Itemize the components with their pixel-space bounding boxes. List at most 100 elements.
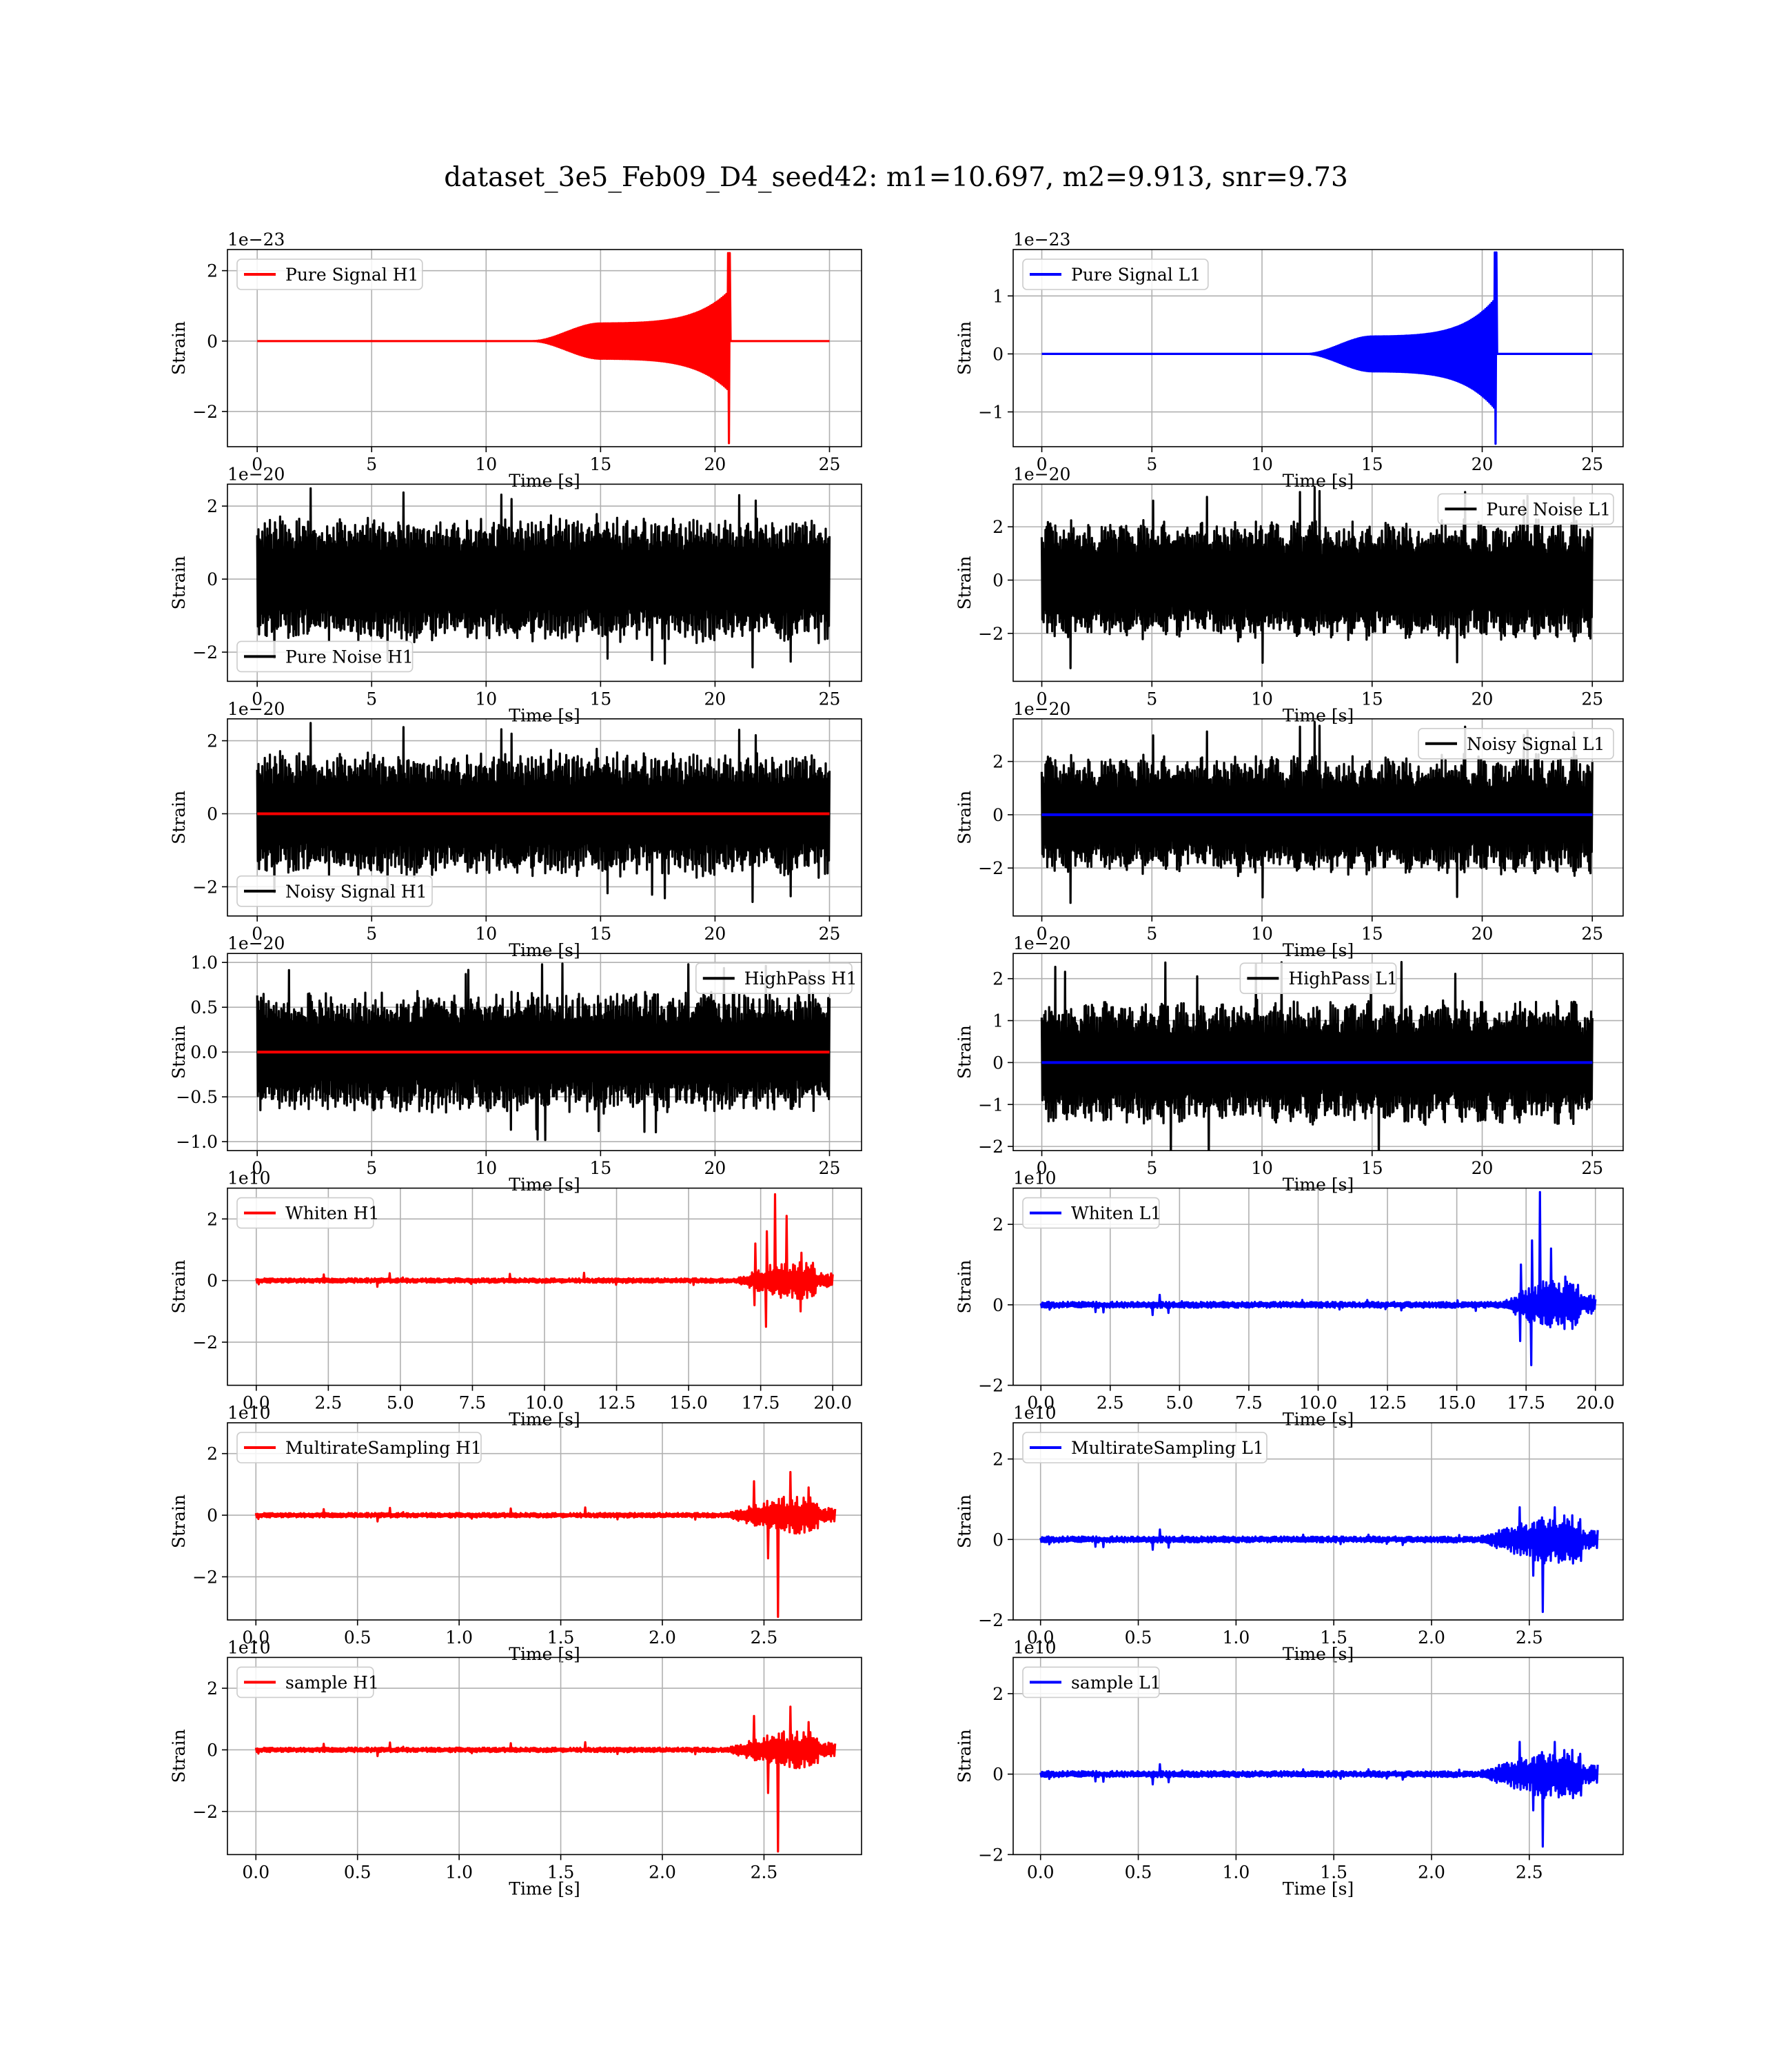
- panel-h1-sample: 0.0 0.5 1.0 1.5 2.0 2.5 −2 0 2 1e10 Time [s] Strain…: [169, 1637, 862, 1898]
- y-axis-label: Strain: [169, 791, 189, 844]
- axes-frame: [1012, 483, 1624, 682]
- x-axis-label: Time [s]: [1283, 1878, 1354, 1898]
- x-tick-label: 15: [1361, 924, 1383, 944]
- x-tick-label: 5.0: [1165, 1393, 1193, 1413]
- x-axis-label: Time [s]: [1283, 705, 1354, 725]
- x-tick-label: 5: [1146, 1158, 1157, 1178]
- y-axis-offset-label: 1e10: [1013, 1637, 1057, 1657]
- y-axis-label: Strain: [955, 1729, 975, 1783]
- legend-box: [1022, 1666, 1160, 1699]
- panel-l1-pure-signal: 0 5 10 15 20 25 −1 0 1 1e−23 Time [s] Strain Pure Si…: [955, 230, 1624, 491]
- x-tick-label: 15: [589, 454, 611, 474]
- x-tick-label: 0: [252, 454, 263, 474]
- x-axis-label: Time [s]: [1283, 1410, 1354, 1430]
- y-tick-label: −2: [978, 1845, 1004, 1865]
- y-axis-offset-label: 1e10: [227, 1637, 271, 1657]
- legend: Whiten H1: [236, 1197, 379, 1229]
- x-tick-label: 0.5: [344, 1628, 371, 1648]
- y-tick-label: 0: [207, 1506, 218, 1525]
- y-tick-label: −1: [978, 403, 1004, 423]
- x-tick-label: 15: [589, 924, 611, 944]
- x-tick-label: 25: [1581, 1158, 1603, 1178]
- legend-label: sample L1: [1071, 1672, 1161, 1692]
- legend-label: Noisy Signal L1: [1467, 734, 1605, 754]
- y-tick-label: −2: [192, 877, 218, 897]
- legend-label: Pure Noise H1: [285, 647, 414, 667]
- x-tick-label: 1.0: [1222, 1628, 1250, 1648]
- x-tick-label: 0: [1037, 1158, 1048, 1178]
- x-tick-label: 12.5: [1368, 1393, 1407, 1413]
- x-tick-label: 10.0: [1299, 1393, 1338, 1413]
- x-tick-label: 15.0: [669, 1393, 708, 1413]
- y-axis-offset-label: 1e10: [227, 1168, 271, 1188]
- x-tick-label: 0: [1037, 924, 1048, 944]
- axes-frame: [1012, 249, 1624, 447]
- series-line: [1039, 1506, 1599, 1613]
- y-axis-label: Strain: [169, 1494, 189, 1548]
- series-line: [1039, 1741, 1599, 1848]
- y-tick-label: 0: [207, 332, 218, 352]
- x-tick-label: 0: [252, 924, 263, 944]
- x-tick-label: 10.0: [525, 1393, 564, 1413]
- legend-box: [236, 1197, 374, 1229]
- y-axis-offset-label: 1e−23: [227, 230, 285, 250]
- legend: Pure Noise L1: [1437, 493, 1614, 525]
- x-tick-label: 2.5: [751, 1862, 778, 1882]
- y-tick-label: 2: [992, 1215, 1004, 1235]
- legend-box: [1239, 962, 1397, 994]
- y-axis-offset-label: 1e10: [227, 1403, 271, 1423]
- x-tick-label: 0.0: [242, 1628, 269, 1648]
- x-tick-label: 10: [1251, 924, 1273, 944]
- legend: Pure Signal H1: [236, 258, 423, 290]
- x-tick-label: 5: [1146, 454, 1157, 474]
- x-tick-label: 0.0: [243, 1393, 270, 1413]
- y-tick-label: 0: [207, 1740, 218, 1760]
- x-tick-label: 5: [1146, 924, 1157, 944]
- y-tick-label: 1: [992, 286, 1004, 306]
- panel-h1-noisy-signal: 0 5 10 15 20 25 −2 0 2 1e−20 Time [s] Strain Noisy S…: [169, 699, 862, 960]
- panel-h1-whiten: 0.0 2.5 5.0 7.5 10.0 12.5 15.0 17.5 20.0 −2 0 2 1e10…: [169, 1168, 862, 1430]
- panel-l1-multirate: 0.0 0.5 1.0 1.5 2.0 2.5 −2 0 2 1e10 Time [s] Strain…: [955, 1403, 1624, 1664]
- x-tick-label: 0.0: [1027, 1628, 1055, 1648]
- series-line: [1040, 721, 1594, 904]
- y-axis-offset-label: 1e−20: [227, 699, 285, 719]
- legend-box: [1022, 1432, 1267, 1463]
- x-tick-label: 10: [475, 1158, 497, 1178]
- legend: HighPass L1: [1239, 962, 1398, 994]
- x-tick-label: 5.0: [387, 1393, 414, 1413]
- legend: Pure Noise H1: [236, 640, 414, 673]
- y-tick-label: 0: [992, 1765, 1004, 1785]
- y-tick-label: 2: [992, 969, 1004, 989]
- x-tick-label: 2.5: [1097, 1393, 1124, 1413]
- x-tick-label: 0: [252, 689, 263, 709]
- y-tick-label: 0: [992, 344, 1004, 364]
- series-line: [255, 1193, 834, 1328]
- legend-box: [236, 640, 414, 673]
- x-tick-label: 0: [1037, 454, 1048, 474]
- x-tick-label: 10: [1251, 1158, 1273, 1178]
- panel-h1-highpass: 0 5 10 15 20 25 −1.0 −0.5 0.0 0.5 1.0 1e−20 Time [s]…: [169, 933, 862, 1195]
- x-tick-label: 2.0: [1418, 1628, 1445, 1648]
- x-tick-label: 10: [1251, 454, 1273, 474]
- panel-h1-multirate: 0.0 0.5 1.0 1.5 2.0 2.5 −2 0 2 1e10 Time [s] Strain…: [169, 1403, 862, 1664]
- x-tick-label: 1.5: [547, 1628, 575, 1648]
- y-tick-label: 0: [992, 571, 1004, 591]
- x-tick-label: 10: [475, 689, 497, 709]
- x-tick-label: 5: [1146, 689, 1157, 709]
- series-line: [1040, 961, 1594, 1151]
- y-tick-label: 0.0: [190, 1042, 218, 1062]
- y-tick-label: −2: [978, 858, 1004, 878]
- y-axis-label: Strain: [955, 321, 975, 375]
- axes-frame: [227, 249, 862, 447]
- legend-label: Whiten L1: [1071, 1204, 1161, 1224]
- y-tick-label: 2: [992, 752, 1004, 772]
- x-tick-label: 0.0: [1027, 1393, 1055, 1413]
- y-axis-label: Strain: [169, 556, 189, 609]
- legend-box: [695, 962, 853, 994]
- x-tick-label: 2.5: [1516, 1862, 1543, 1882]
- x-tick-label: 5: [366, 689, 377, 709]
- series-line: [256, 722, 831, 903]
- x-axis-label: Time [s]: [509, 705, 580, 725]
- y-tick-label: 0: [992, 1295, 1004, 1315]
